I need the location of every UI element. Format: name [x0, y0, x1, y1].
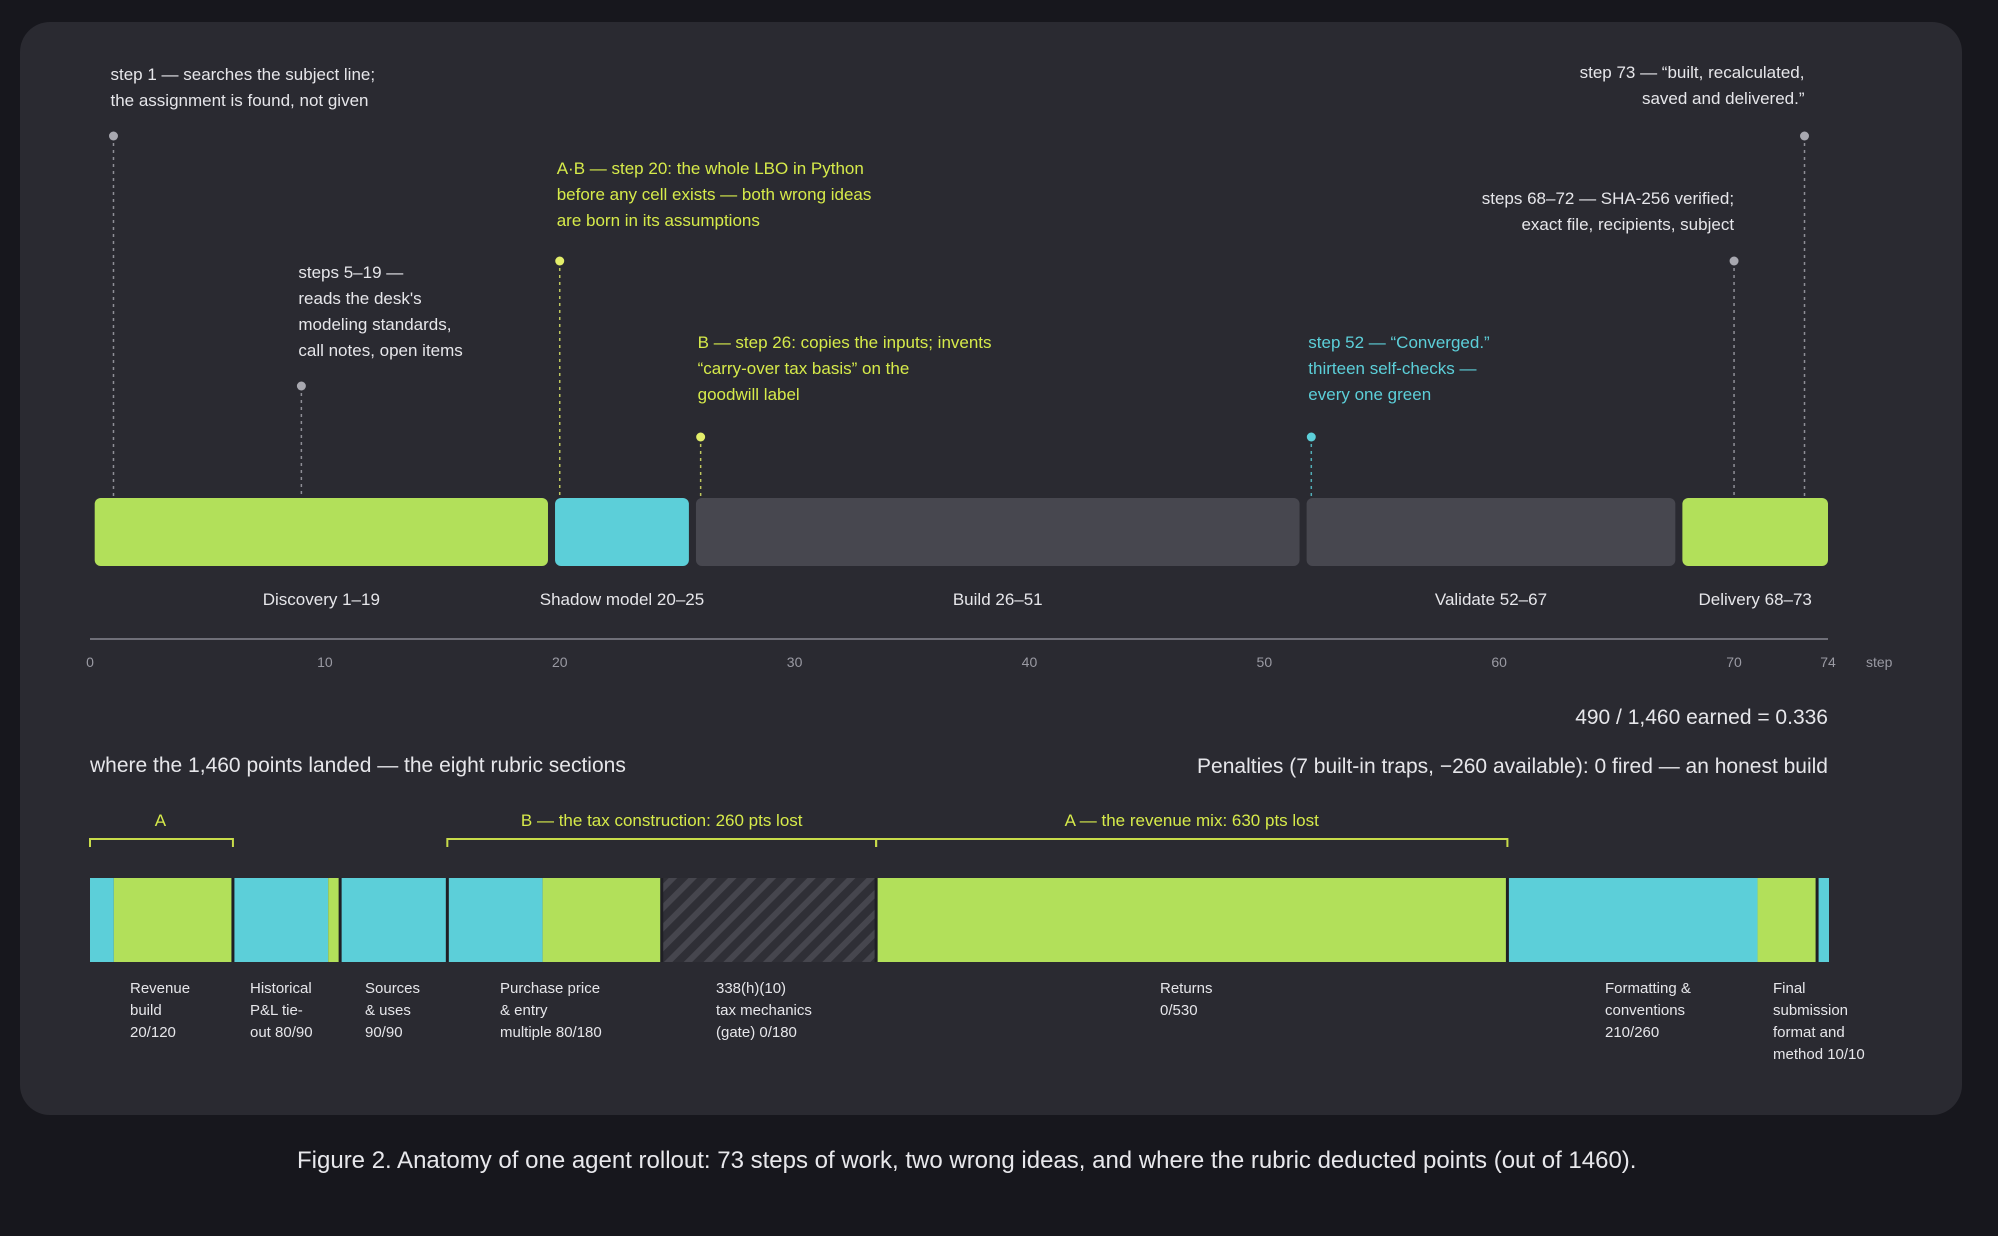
- phase-label: Build 26–51: [953, 590, 1043, 609]
- axis-tick-label: 70: [1726, 654, 1742, 670]
- annotation-text: step 73 — “built, recalculated,: [1580, 63, 1805, 82]
- phase-label: Shadow model 20–25: [540, 590, 704, 609]
- annotation-text: goodwill label: [698, 385, 800, 404]
- rubric-section-label: 90/90: [365, 1024, 403, 1041]
- annotation-dot: [1306, 432, 1316, 442]
- rubric-earned-segment: [90, 878, 114, 962]
- rubric-section-label: tax mechanics: [716, 1002, 812, 1019]
- axis-tick-label: 74: [1820, 654, 1836, 670]
- rubric-section-label: multiple 80/180: [500, 1024, 602, 1041]
- annotation-dot: [296, 381, 306, 391]
- rubric-section-label: Final: [1773, 980, 1806, 997]
- bracket-label: A: [155, 811, 167, 830]
- axis-tick-label: 20: [552, 654, 568, 670]
- phase-label: Discovery 1–19: [263, 590, 380, 609]
- rubric-section-label: (gate) 0/180: [716, 1024, 797, 1041]
- rubric-earned-segment: [447, 878, 543, 962]
- axis-tick-label: 30: [787, 654, 803, 670]
- axis-tick-label: 40: [1022, 654, 1038, 670]
- rubric-section-label: Purchase price: [500, 980, 600, 997]
- rubric-lost-segment: [113, 878, 233, 962]
- annotation-dot: [108, 131, 118, 141]
- annotation-text: the assignment is found, not given: [110, 91, 368, 110]
- bracket-label: B — the tax construction: 260 pts lost: [521, 811, 803, 830]
- rubric-section-label: & entry: [500, 1002, 548, 1019]
- rubric-section-label: out 80/90: [250, 1024, 313, 1041]
- rubric-lost-segment: [876, 878, 1508, 962]
- annotation-text: reads the desk's: [298, 289, 421, 308]
- rubric-lost-segment: [542, 878, 662, 962]
- axis-label: step: [1866, 654, 1893, 670]
- axis-tick-label: 10: [317, 654, 333, 670]
- rubric-section-label: Historical: [250, 980, 312, 997]
- annotation-text: A·B — step 20: the whole LBO in Python: [557, 159, 864, 178]
- rollout-diagram: Discovery 1–19 Shadow model 20–25 Build 26…: [86, 63, 1893, 1063]
- bracket-label: A — the revenue mix: 630 pts lost: [1065, 811, 1319, 830]
- rubric-section-label: P&L tie-: [250, 1002, 303, 1019]
- rubric-earned-segment: [340, 878, 448, 962]
- rubric-section-label: 0/530: [1160, 1002, 1198, 1019]
- score-total: 490 / 1,460 earned = 0.336: [1575, 706, 1828, 729]
- annotation-text: steps 5–19 —: [298, 263, 403, 282]
- phase-bar: [1306, 498, 1676, 566]
- timeline: Discovery 1–19 Shadow model 20–25 Build 26…: [86, 63, 1893, 670]
- annotation-text: call notes, open items: [298, 341, 462, 360]
- rubric-section-label: conventions: [1605, 1002, 1685, 1019]
- axis-tick-label: 50: [1257, 654, 1273, 670]
- penalties-note: Penalties (7 built-in traps, −260 availa…: [1197, 755, 1828, 778]
- annotation-dot: [696, 432, 706, 442]
- rubric-section-label: & uses: [365, 1002, 411, 1019]
- figure-panel: Discovery 1–19 Shadow model 20–25 Build 26…: [20, 22, 1962, 1115]
- annotation-text: every one green: [1308, 385, 1431, 404]
- axis-tick-label: 0: [86, 654, 94, 670]
- annotation-text: exact file, recipients, subject: [1521, 215, 1734, 234]
- annotation-dot: [1800, 131, 1810, 141]
- rubric-section-label: method 10/10: [1773, 1046, 1865, 1063]
- rubric-section-label: Returns: [1160, 980, 1213, 997]
- annotation-text: are born in its assumptions: [557, 211, 760, 230]
- rubric-bracket: [89, 838, 234, 847]
- rubric-section-label: build: [130, 1002, 162, 1019]
- annotation-text: step 52 — “Converged.”: [1308, 333, 1490, 352]
- annotation-dot: [555, 256, 565, 266]
- rubric-lost-segment: [1757, 878, 1818, 962]
- rubric-section-label: Revenue: [130, 980, 190, 997]
- annotation-text: step 1 — searches the subject line;: [110, 65, 375, 84]
- rubric-bar: where the 1,460 points landed — the eigh…: [89, 706, 1865, 1063]
- rubric-section-label: Formatting &: [1605, 980, 1691, 997]
- annotation-text: modeling standards,: [298, 315, 451, 334]
- rubric-earned-segment: [1507, 878, 1758, 962]
- annotation-text: before any cell exists — both wrong idea…: [557, 185, 872, 204]
- figure-caption: Figure 2. Anatomy of one agent rollout: …: [297, 1147, 1637, 1174]
- annotation-text: “carry-over tax basis” on the: [698, 359, 910, 378]
- annotation-text: B — step 26: copies the inputs; invents: [698, 333, 992, 352]
- axis-tick-label: 60: [1491, 654, 1507, 670]
- rubric-heading: where the 1,460 points landed — the eigh…: [89, 754, 626, 777]
- phase-label: Delivery 68–73: [1698, 590, 1811, 609]
- rubric-section-label: submission: [1773, 1002, 1848, 1019]
- rubric-gate-segment: [661, 878, 877, 962]
- rubric-bracket: [875, 838, 1509, 847]
- rubric-bracket: [446, 838, 878, 847]
- rubric-lost-segment: [328, 878, 341, 962]
- rubric-earned-segment: [232, 878, 329, 962]
- phase-bar: [94, 498, 548, 566]
- annotation-text: steps 68–72 — SHA-256 verified;: [1482, 189, 1734, 208]
- phase-bar: [695, 498, 1300, 566]
- rubric-section-label: 20/120: [130, 1024, 176, 1041]
- annotation-text: saved and delivered.”: [1642, 89, 1805, 108]
- rubric-section-label: format and: [1773, 1024, 1845, 1041]
- phase-bar: [1682, 498, 1828, 566]
- rubric-section-label: 338(h)(10): [716, 980, 786, 997]
- annotation-dot: [1729, 256, 1739, 266]
- annotation-text: thirteen self-checks —: [1308, 359, 1476, 378]
- phase-label: Validate 52–67: [1435, 590, 1547, 609]
- rubric-section-label: Sources: [365, 980, 420, 997]
- phase-bar: [555, 498, 689, 566]
- rubric-section-label: 210/260: [1605, 1024, 1659, 1041]
- rubric-earned-segment: [1817, 878, 1829, 962]
